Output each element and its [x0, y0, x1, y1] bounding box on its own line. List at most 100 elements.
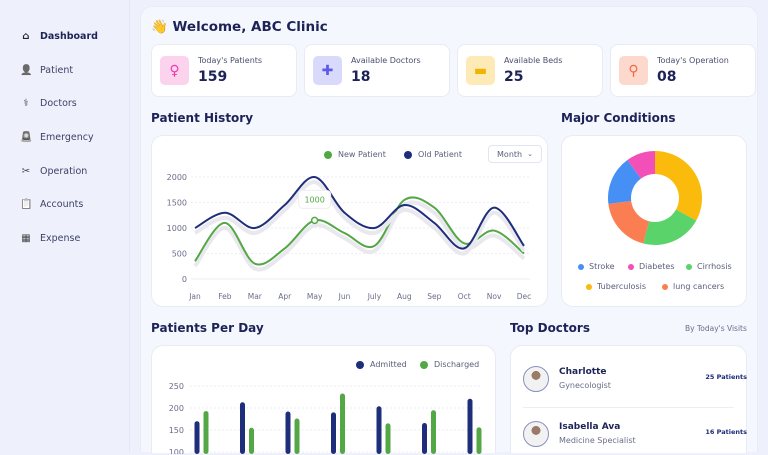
legend-label: Stroke [589, 262, 615, 271]
legend-label: Tuberculosis [597, 282, 646, 291]
sidebar-item-label: Accounts [40, 199, 84, 211]
legend-dot [586, 283, 592, 290]
sidebar-item-label: Doctors [40, 98, 77, 110]
stat-card: ⚲ Today's Operation 08 [610, 44, 756, 97]
data-point[interactable] [310, 216, 319, 225]
pie-slice-cirrhosis [643, 209, 697, 245]
y-tick-label: 100 [169, 448, 184, 454]
x-tick-label: Sep [427, 292, 441, 301]
doctor-name: Charlotte [559, 367, 607, 377]
sidebar-item-accounts[interactable]: 📋 Accounts [0, 188, 129, 222]
patient-count: 25 Patients [705, 373, 747, 381]
bar-admitted [285, 411, 291, 454]
legend-new-patient: New Patient [324, 150, 386, 159]
pie-slice-lung-cancers [608, 201, 650, 244]
patients-per-day-card: Admitted Discharged 100 150 200 250 [151, 345, 496, 454]
bar-admitted [240, 402, 245, 454]
page-title: 👋 Welcome, ABC Clinic [151, 19, 328, 35]
bar-discharged [431, 410, 436, 454]
stat-label: Available Beds [504, 56, 563, 65]
scissors-icon: ✂ [21, 165, 31, 177]
legend-label: Diabetes [639, 262, 675, 271]
patient-history-card: New Patient Old Patient Month ⌄ 0 500 1000 1… [151, 135, 548, 307]
tooltip-value: 1000 [304, 195, 324, 204]
clipboard-icon: 📋 [20, 199, 33, 211]
stat-value: 18 [351, 69, 371, 85]
sidebar-item-label: Emergency [40, 132, 94, 144]
stat-card: ✚ Available Doctors 18 [304, 44, 450, 97]
sidebar-item-doctors[interactable]: ⚕ Doctors [0, 87, 129, 121]
legend-dot [628, 263, 634, 270]
legend-dot [356, 360, 364, 369]
main-panel: 👋 Welcome, ABC Clinic ♀ Today's Patients 1… [140, 6, 758, 454]
user-plus-icon: 👤 [20, 64, 33, 76]
y-tick-label: 1000 [167, 224, 187, 233]
x-tick-label: July [367, 292, 382, 301]
chevron-down-icon: ⌄ [527, 150, 533, 158]
x-tick-label: Feb [218, 292, 232, 301]
receipt-icon: ▦ [21, 232, 31, 244]
x-tick-label: Jan [188, 292, 201, 301]
y-tick-label: 250 [169, 382, 184, 391]
legend-dot [686, 263, 692, 270]
legend-admitted: Admitted [356, 360, 407, 369]
y-tick-label: 2000 [167, 173, 187, 182]
legend-label: New Patient [338, 150, 386, 159]
series-line-new-patient [194, 196, 525, 266]
syringe-icon: ⚲ [619, 56, 648, 85]
bar-discharged [476, 427, 482, 454]
y-tick-label: 200 [169, 404, 184, 413]
bar-discharged [385, 423, 391, 454]
patient-history-title: Patient History [151, 111, 254, 125]
sidebar-item-expense[interactable]: ▦ Expense [0, 222, 129, 256]
doctor-icon: ⚕ [23, 98, 29, 110]
legend-dot [420, 360, 428, 369]
month-dropdown[interactable]: Month ⌄ [488, 145, 542, 163]
y-tick-label: 0 [182, 275, 187, 284]
legend-dot [404, 150, 412, 159]
legend-dot [324, 150, 332, 159]
sidebar-item-label: Patient [40, 64, 74, 76]
bar-admitted [467, 398, 473, 454]
x-tick-label: Jun [338, 292, 351, 301]
series-shadow [193, 180, 526, 256]
x-tick-label: Dec [517, 292, 532, 301]
avatar [523, 366, 549, 392]
patients-per-day-chart: 100 150 200 250 [169, 382, 482, 454]
sidebar-item-patient[interactable]: 👤 Patient [0, 54, 129, 88]
y-tick-label: 1500 [167, 199, 187, 208]
sidebar-item-emergency[interactable]: 🚨 Emergency [0, 121, 129, 155]
series-line-old-patient [194, 176, 525, 250]
bar-discharged [294, 418, 300, 454]
patient-count: 16 Patients [705, 428, 747, 436]
sidebar-item-operation[interactable]: ✂ Operation [0, 154, 129, 188]
bar-discharged [340, 393, 345, 454]
stat-label: Today's Patients [198, 56, 263, 65]
top-doctors-card: Charlotte Gynecologist 25 Patients Isabella… [510, 345, 747, 453]
legend-tuberculosis: Tuberculosis [586, 282, 646, 291]
sidebar-item-dashboard[interactable]: ⌂ Dashboard [0, 20, 129, 54]
doctor-list-item[interactable]: Charlotte Gynecologist 25 Patients [523, 360, 747, 400]
bar-admitted [422, 422, 427, 454]
medical-kit-icon: ✚ [313, 56, 342, 85]
x-tick-label: May [307, 292, 323, 301]
legend-discharged: Discharged [420, 360, 479, 369]
stat-value: 25 [504, 69, 524, 85]
bar-admitted [194, 421, 200, 454]
major-conditions-card: Stroke Diabetes Cirrhosis Tuberculosis lung … [561, 135, 747, 307]
bar-discharged [203, 411, 209, 454]
series-shadow [193, 200, 526, 272]
sidebar: ⌂ Dashboard 👤 Patient ⚕ Doctors 🚨 Emergency ✂ Ope… [0, 0, 130, 452]
legend-cirrhosis: Cirrhosis [686, 262, 732, 271]
patient-icon: ♀ [160, 56, 189, 85]
doctor-specialty: Gynecologist [559, 381, 611, 390]
stat-value: 159 [198, 69, 228, 85]
doctor-list-item[interactable]: Isabella Ava Medicine Specialist 16 Patien… [523, 415, 747, 455]
sidebar-item-label: Operation [40, 165, 88, 177]
legend-dot [662, 283, 668, 290]
pie-slice-stroke [608, 159, 641, 204]
stat-label: Today's Operation [657, 56, 729, 65]
patients-per-day-title: Patients Per Day [151, 321, 264, 335]
legend-label: Admitted [370, 360, 407, 369]
legend-label: Cirrhosis [697, 262, 732, 271]
